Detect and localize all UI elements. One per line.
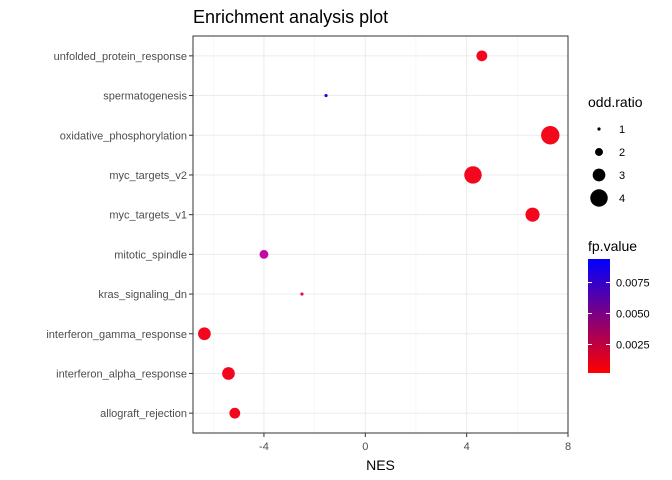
x-tick-label: 8 [565, 441, 571, 453]
data-point [324, 93, 328, 98]
data-point [525, 207, 540, 222]
color-legend-title: fp.value [588, 238, 637, 254]
y-tick-label: mitotic_spindle [114, 249, 187, 261]
color-legend-label: 0.0025 [616, 340, 650, 352]
color-legend: fp.value 0.0025 0.0050 0.0075 [588, 238, 650, 373]
size-legend-label: 4 [619, 193, 625, 205]
data-point [198, 327, 211, 341]
y-tick-label: myc_targets_v2 [109, 170, 187, 182]
size-legend-title: odd.ratio [588, 94, 643, 110]
size-legend-label: 2 [619, 147, 625, 159]
x-axis: -4 0 4 8 [259, 433, 571, 453]
size-legend-key [595, 148, 603, 156]
y-tick-label: allograft_rejection [100, 408, 187, 420]
data-points [198, 50, 560, 419]
y-tick-label: unfolded_protein_response [54, 51, 187, 63]
panel-background [193, 36, 568, 433]
data-point [541, 126, 560, 145]
plot-panel [192, 35, 569, 434]
data-point [259, 249, 269, 259]
color-legend-label: 0.0075 [616, 278, 650, 290]
y-tick-label: interferon_gamma_response [46, 329, 187, 341]
chart-title: Enrichment analysis plot [193, 7, 388, 27]
x-axis-label: NES [366, 457, 395, 473]
size-legend-key [592, 168, 606, 182]
y-tick-label: kras_signaling_dn [98, 289, 187, 301]
y-axis: allograft_rejection interferon_alpha_resp… [46, 51, 193, 420]
y-tick-label: oxidative_phosphorylation [60, 130, 187, 142]
size-legend-label: 1 [619, 124, 625, 136]
data-point [300, 292, 304, 296]
data-point [229, 407, 241, 419]
y-tick-label: interferon_alpha_response [56, 368, 187, 380]
color-legend-label: 0.0050 [616, 309, 650, 321]
x-tick-label: 4 [464, 441, 470, 453]
data-point [476, 50, 488, 62]
data-point [464, 166, 482, 184]
size-legend-key [590, 189, 608, 207]
data-point [222, 367, 235, 380]
x-tick-label: -4 [259, 441, 269, 453]
size-legend-key [597, 127, 601, 131]
y-tick-label: myc_targets_v1 [109, 210, 187, 222]
y-tick-label: spermatogenesis [103, 91, 187, 103]
size-legend-label: 3 [619, 170, 625, 182]
x-tick-label: 0 [362, 441, 368, 453]
color-legend-bar [588, 259, 610, 373]
panel-border [192, 35, 569, 434]
size-legend: odd.ratio 1 2 3 4 [588, 94, 643, 207]
